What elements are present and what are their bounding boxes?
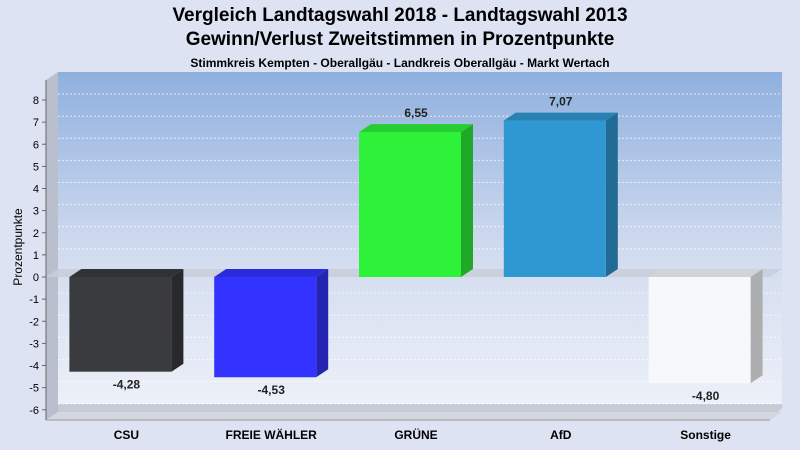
plot-floor — [46, 412, 782, 420]
y-tick-label: 4 — [33, 184, 39, 196]
chart-title-line1: Vergleich Landtagswahl 2018 - Landtagswa… — [172, 5, 628, 26]
y-tick-label: 2 — [33, 228, 39, 240]
value-labels: -4,28 -4,53 6,55 7,07 -4,80 — [113, 95, 720, 404]
bar-side — [171, 269, 184, 372]
y-axis-ticks: 8 7 6 5 4 3 2 1 0 -1 -2 -3 -4 -5 -6 — [29, 95, 46, 417]
category-labels: CSU FREIE WÄHLER GRÜNE AfD Sonstige — [114, 427, 732, 442]
y-tick-label: -5 — [29, 383, 39, 395]
bar-top — [214, 269, 329, 277]
bar-front — [214, 277, 317, 378]
value-label: -4,80 — [692, 389, 720, 403]
y-tick-label: 6 — [33, 139, 39, 151]
chart-title-line2: Gewinn/Verlust Zweitstimmen in Prozentpu… — [185, 29, 615, 50]
bar-front — [648, 277, 751, 384]
y-tick-label: -6 — [29, 405, 39, 417]
value-label: -4,53 — [258, 383, 286, 397]
bar-top — [503, 112, 618, 121]
y-tick-label: -1 — [29, 294, 39, 306]
bar-side — [605, 112, 618, 277]
bar-top — [648, 269, 763, 277]
bar-side — [316, 269, 329, 378]
y-tick-label: 1 — [33, 250, 39, 262]
plot-side-wall — [46, 72, 58, 420]
y-tick-label: 7 — [33, 117, 39, 129]
bar-front — [503, 120, 606, 277]
bar-0 — [69, 269, 184, 372]
category-label: AfD — [550, 428, 572, 442]
value-label: 6,55 — [404, 106, 428, 120]
y-tick-label: -3 — [29, 338, 39, 350]
category-label: GRÜNE — [394, 427, 437, 442]
bar-side — [461, 124, 473, 277]
bar-side — [750, 269, 763, 384]
category-label: FREIE WÄHLER — [226, 427, 318, 442]
value-label: 7,07 — [549, 95, 573, 109]
bar-front — [69, 277, 172, 372]
chart-subtitle: Stimmkreis Kempten - Oberallgäu - Landkr… — [190, 56, 610, 70]
chart-title-block: Vergleich Landtagswahl 2018 - Landtagswa… — [0, 4, 800, 71]
bar-top — [359, 124, 473, 133]
y-axis-title: Prozentpunkte — [11, 208, 25, 286]
bars — [69, 112, 763, 384]
y-tick-label: 0 — [33, 272, 39, 284]
bar-top — [69, 269, 184, 277]
category-label: CSU — [114, 428, 139, 442]
bar-2 — [359, 124, 473, 277]
value-label: -4,28 — [113, 378, 141, 392]
y-tick-label: -4 — [29, 361, 39, 373]
y-tick-label: 8 — [33, 95, 39, 107]
bar-front — [359, 132, 461, 277]
bar-1 — [214, 269, 329, 378]
y-tick-label: -2 — [29, 316, 39, 328]
bar-3 — [503, 112, 618, 277]
y-tick-label: 5 — [33, 161, 39, 173]
y-tick-label: 3 — [33, 206, 39, 218]
bar-4 — [648, 269, 763, 384]
category-label: Sonstige — [680, 428, 731, 442]
